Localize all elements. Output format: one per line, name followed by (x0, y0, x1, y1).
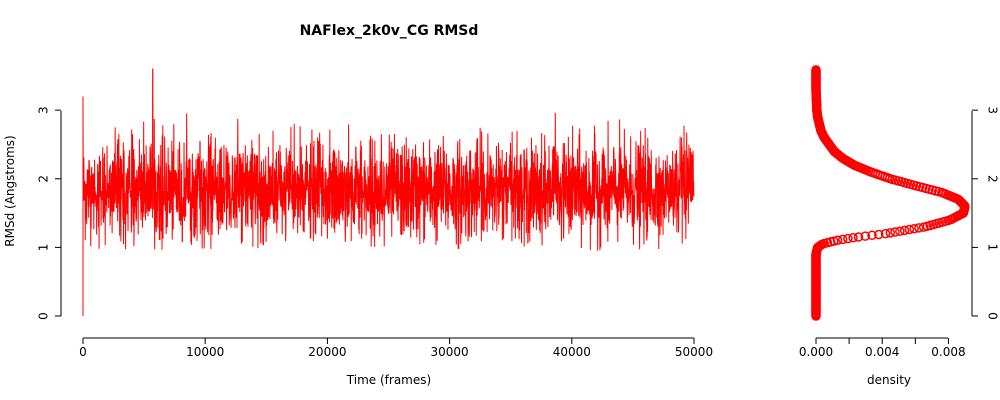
density-point (918, 222, 929, 232)
density-point (904, 224, 915, 235)
density-point (899, 225, 910, 236)
x-tick-label: 10000 (186, 345, 224, 359)
density-point (829, 236, 839, 246)
density-point (860, 231, 871, 241)
y-tick-label: 1 (37, 244, 51, 252)
x-axis-ticks: 0 10000 20000 30000 40000 50000 (79, 338, 713, 359)
density-y-axis-ticks: 0 1 2 3 (972, 106, 1000, 320)
density-x-tick-label: 0.004 (865, 345, 899, 359)
rmsd-series-line (82, 68, 695, 316)
x-tick-label: 50000 (675, 345, 713, 359)
density-point (832, 235, 843, 245)
y-tick-label: 0 (37, 312, 51, 320)
density-point (909, 223, 919, 234)
density-point (895, 226, 905, 236)
density-y-tick-label: 2 (986, 175, 1000, 183)
x-axis-label: Time (frames) (346, 373, 431, 387)
density-x-tick-label: 0.000 (799, 345, 833, 359)
x-tick-label: 0 (79, 345, 87, 359)
rmsd-timeseries-panel: NAFlex_2k0v_CG RMSd 0 1 2 3 0 10000 20000 3000… (3, 23, 713, 387)
y-axis-ticks: 0 1 2 3 (37, 106, 61, 320)
density-x-tick-label: 0.008 (931, 345, 965, 359)
y-tick-label: 3 (37, 106, 51, 114)
density-point (880, 228, 891, 239)
x-tick-label: 20000 (308, 345, 346, 359)
density-y-tick-label: 1 (986, 244, 1000, 252)
density-point (874, 229, 884, 240)
density-y-tick-label: 0 (986, 312, 1000, 320)
density-point (890, 227, 900, 237)
x-tick-label: 30000 (431, 345, 469, 359)
density-point (811, 65, 821, 75)
chart-title: NAFlex_2k0v_CG RMSd (300, 23, 479, 39)
density-point (848, 233, 858, 243)
rmsd-series (82, 68, 695, 316)
density-x-axis-label: density (867, 373, 911, 387)
x-tick-label: 40000 (553, 345, 591, 359)
density-point (885, 228, 896, 238)
density-point (838, 234, 848, 245)
density-x-axis-ticks: 0.000 0.004 0.008 (799, 338, 966, 359)
density-points (811, 65, 970, 321)
density-panel: 0 1 2 3 0.000 0.004 0.008 density (799, 65, 1000, 387)
y-tick-label: 2 (37, 175, 51, 183)
density-point (853, 232, 864, 242)
y-axis-label: RMSd (Angstroms) (3, 135, 17, 246)
density-point (843, 233, 853, 244)
density-y-tick-label: 3 (986, 106, 1000, 114)
density-point (867, 230, 877, 241)
